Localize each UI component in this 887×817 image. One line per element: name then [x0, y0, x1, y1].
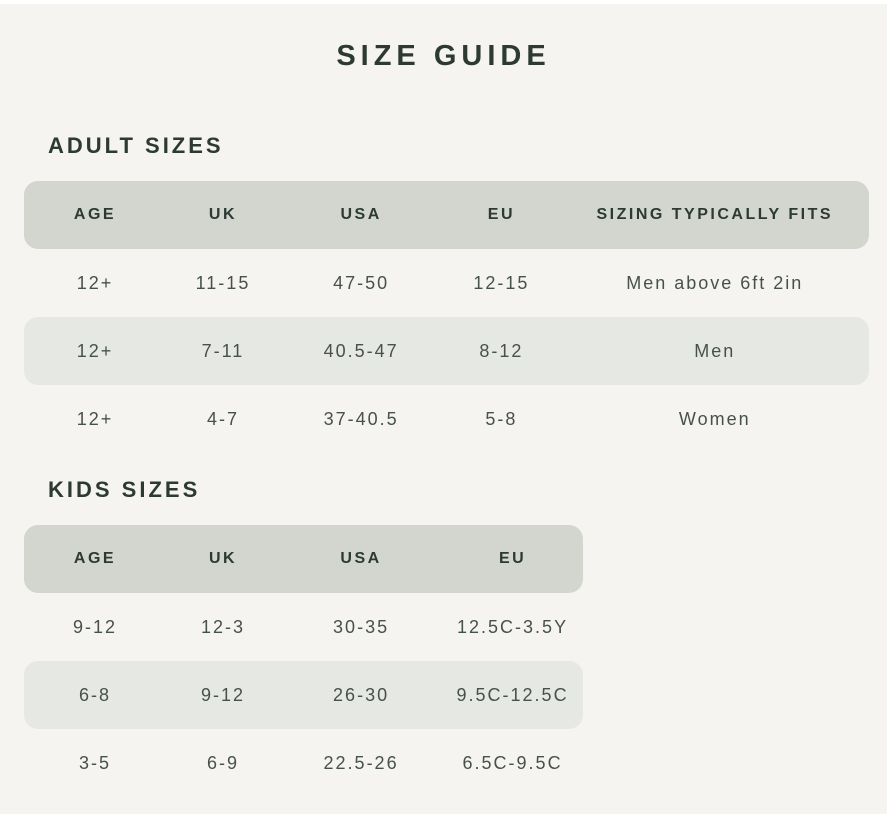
- kids-sizes-heading: KIDS SIZES: [48, 477, 201, 502]
- cell-usa: 40.5-47: [323, 340, 399, 361]
- cell-eu: 8-12: [479, 340, 524, 361]
- cell-eu: 12-15: [473, 272, 530, 293]
- cell-uk: 12-3: [200, 616, 246, 637]
- column-header-usa: USA: [340, 206, 382, 223]
- cell-usa: 22.5-26: [323, 752, 399, 773]
- cell-sizing-fits: Men above 6ft 2in: [626, 272, 804, 293]
- cell-uk: 4-7: [206, 408, 239, 429]
- cell-age: 9-12: [72, 616, 117, 637]
- column-header-age: AGE: [73, 550, 117, 567]
- cell-age: 12+: [76, 408, 114, 429]
- cell-sizing-fits: Men: [694, 340, 736, 361]
- table-row: 12+ 11-15 47-50 12-15 Men above 6ft 2in: [24, 249, 869, 317]
- table-row: 12+ 4-7 37-40.5 5-8 Women: [24, 385, 869, 453]
- cell-age: 3-5: [78, 752, 111, 773]
- adult-table-header-row: AGE UK USA EU SIZING TYPICALLY FITS: [24, 181, 869, 249]
- table-row: 12+ 7-11 40.5-47 8-12 Men: [24, 317, 869, 385]
- page-title: SIZE GUIDE: [336, 40, 551, 72]
- cell-uk: 9-12: [200, 684, 246, 705]
- cell-uk: 7-11: [201, 340, 245, 361]
- cell-eu: 5-8: [485, 408, 518, 429]
- cell-sizing-fits: Women: [678, 408, 751, 429]
- cell-eu: 9.5C-12.5C: [456, 684, 569, 705]
- column-header-eu: EU: [498, 550, 527, 567]
- column-header-usa: USA: [340, 550, 382, 567]
- cell-uk: 11-15: [195, 272, 251, 293]
- column-header-uk: UK: [208, 206, 238, 223]
- table-row: 3-5 6-9 22.5-26 6.5C-9.5C: [24, 729, 583, 797]
- adult-sizes-table: AGE UK USA EU SIZING TYPICALLY FITS 12+ …: [24, 181, 869, 453]
- cell-usa: 47-50: [333, 272, 390, 293]
- cell-eu: 6.5C-9.5C: [462, 752, 563, 773]
- table-row: 6-8 9-12 26-30 9.5C-12.5C: [24, 661, 583, 729]
- column-header-uk: UK: [208, 550, 238, 567]
- column-header-age: AGE: [73, 206, 117, 223]
- cell-age: 12+: [76, 340, 114, 361]
- kids-sizes-table: AGE UK USA EU 9-12 12-3 30-35 12.5C-3.5Y…: [24, 525, 583, 797]
- cell-age: 6-8: [78, 684, 111, 705]
- cell-age: 12+: [76, 272, 114, 293]
- cell-usa: 37-40.5: [323, 408, 399, 429]
- table-row: 9-12 12-3 30-35 12.5C-3.5Y: [24, 593, 583, 661]
- cell-uk: 6-9: [206, 752, 239, 773]
- kids-table-header-row: AGE UK USA EU: [24, 525, 583, 593]
- cell-usa: 30-35: [333, 616, 390, 637]
- column-header-eu: EU: [487, 206, 516, 223]
- column-header-sizing-fits: SIZING TYPICALLY FITS: [596, 206, 834, 223]
- adult-sizes-heading: ADULT SIZES: [48, 133, 224, 158]
- cell-usa: 26-30: [333, 684, 390, 705]
- cell-eu: 12.5C-3.5Y: [457, 616, 569, 637]
